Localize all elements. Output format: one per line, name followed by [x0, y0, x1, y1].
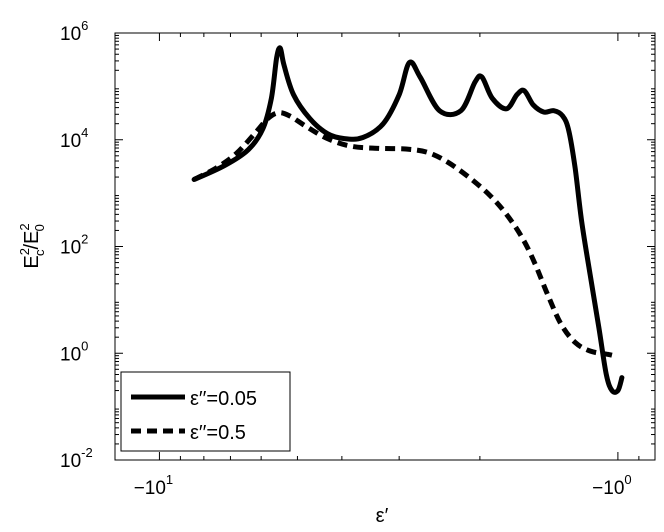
series-layer: [191, 45, 625, 395]
x-axis-label: ε′: [376, 505, 389, 527]
x-tick-label: −101: [134, 472, 173, 499]
legend-label-series-1: ε′′=0.05: [190, 388, 257, 410]
series-line-2: [192, 110, 615, 359]
ticks-layer: 10-2 100 102 104 106 −101 −100: [60, 18, 655, 499]
svg-text:E2c/E20: E2c/E20: [17, 223, 47, 268]
y-tick-label: 106: [60, 18, 88, 45]
y-axis-label: E2c/E20: [17, 223, 47, 268]
y-tick-label: 102: [60, 232, 88, 259]
x-tick-label: −100: [592, 472, 631, 499]
y-tick-label: 104: [60, 125, 88, 152]
y-tick-label: 10-2: [60, 445, 93, 472]
legend-label-series-2: ε′′=0.5: [190, 422, 246, 444]
legend: ε′′=0.05 ε′′=0.5: [120, 371, 291, 452]
y-tick-label: 100: [60, 338, 88, 365]
series-line-1: [191, 45, 625, 395]
legend-box: [120, 371, 291, 452]
